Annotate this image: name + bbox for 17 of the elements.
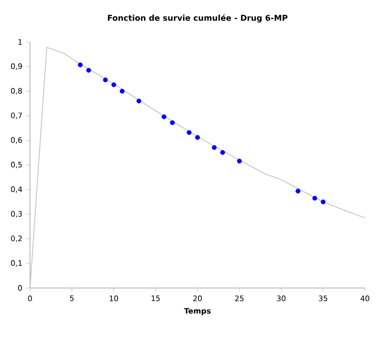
point [162,114,166,120]
point [78,62,83,68]
point [312,196,318,201]
chart-title: Fonction de survie cumulée - Drug 6-MP [108,14,288,22]
point [220,150,226,155]
point [320,200,326,204]
point [170,120,175,126]
point [236,158,242,164]
point [212,145,217,150]
point [86,68,92,73]
point [136,98,142,104]
point [195,135,200,140]
point [120,88,125,94]
point [186,130,192,135]
point [102,77,108,82]
point [296,188,300,194]
point [111,82,116,88]
